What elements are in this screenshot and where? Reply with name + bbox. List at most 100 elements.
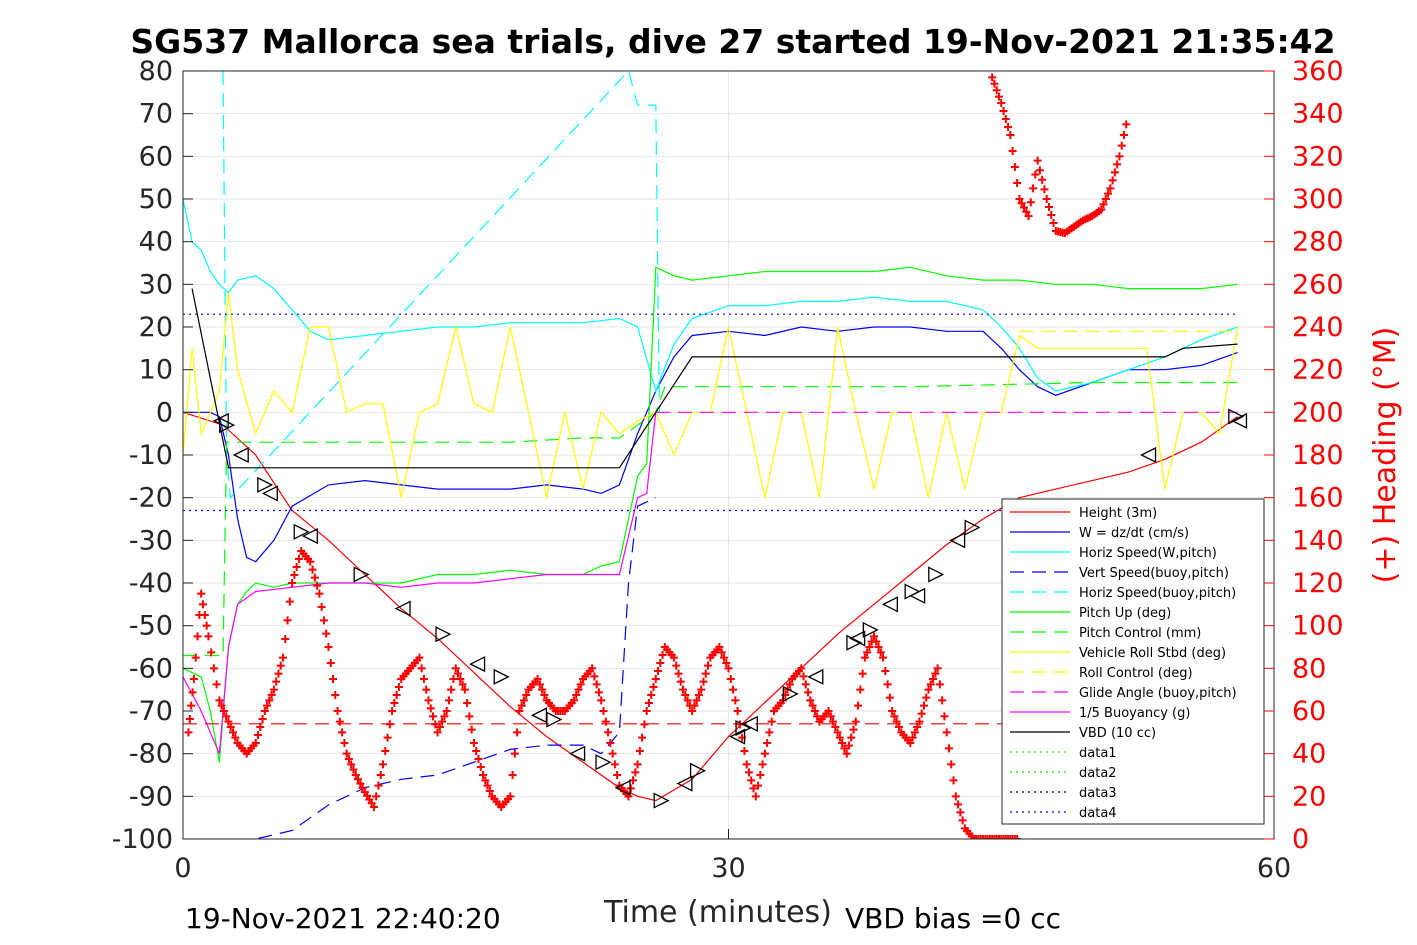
heading-marker xyxy=(947,760,956,769)
heading-marker xyxy=(267,691,276,699)
heading-marker xyxy=(717,648,726,657)
heading-marker xyxy=(997,835,1006,839)
heading-marker xyxy=(731,696,740,705)
heading-marker xyxy=(535,680,544,689)
y-tick-label: 10 xyxy=(139,355,173,386)
legend-label: data2 xyxy=(1079,766,1117,781)
legend-label: data3 xyxy=(1079,786,1117,801)
heading-marker xyxy=(347,760,356,769)
heading-marker xyxy=(1001,835,1010,839)
heading-marker xyxy=(1022,207,1031,216)
heading-marker xyxy=(279,653,288,662)
legend-label: Horiz Speed(buoy,pitch) xyxy=(1079,586,1236,601)
heading-marker xyxy=(431,720,440,729)
heading-marker xyxy=(642,707,651,715)
triangle-marker xyxy=(676,775,693,792)
heading-marker xyxy=(315,589,324,598)
heading-marker xyxy=(835,733,844,742)
triangle-marker xyxy=(595,754,612,771)
heading-marker xyxy=(606,739,615,747)
triangle-marker xyxy=(218,417,236,434)
x-axis: 0 30 60 xyxy=(174,829,1291,884)
heading-marker xyxy=(785,680,794,689)
heading-marker xyxy=(310,573,319,582)
heading-marker xyxy=(988,835,997,839)
heading-marker xyxy=(184,728,193,737)
heading-marker xyxy=(992,86,1001,95)
heading-marker xyxy=(726,675,735,683)
series-layer xyxy=(183,71,1239,839)
heading-marker xyxy=(260,707,269,715)
legend-label: Horiz Speed(W,pitch) xyxy=(1079,546,1217,561)
heading-marker xyxy=(463,699,472,707)
heading-marker xyxy=(285,597,294,606)
heading-marker xyxy=(1013,179,1022,187)
heading-marker xyxy=(215,696,224,705)
heading-marker xyxy=(472,747,481,755)
heading-marker xyxy=(388,707,397,715)
heading-marker xyxy=(376,771,385,779)
heading-marker xyxy=(460,685,469,694)
heading-marker xyxy=(869,632,878,641)
y-tick-label: -90 xyxy=(129,781,173,812)
heading-marker xyxy=(510,749,519,758)
heading-marker xyxy=(926,680,935,689)
heading-marker xyxy=(209,664,218,673)
heading-marker xyxy=(540,691,549,699)
triangle-marker xyxy=(469,656,486,673)
heading-marker xyxy=(844,741,853,750)
heading-marker xyxy=(1049,219,1058,227)
y-tick-label: -80 xyxy=(129,739,173,770)
heading-marker xyxy=(876,648,885,657)
heading-marker xyxy=(433,728,442,737)
y-tick-label: 0 xyxy=(156,397,173,428)
heading-marker xyxy=(281,635,290,643)
heading-marker xyxy=(329,675,338,683)
heading-marker xyxy=(342,749,351,758)
heading-marker xyxy=(1004,835,1013,839)
heading-marker xyxy=(229,728,238,737)
series-vbd-10-cc- xyxy=(191,288,1238,469)
heading-marker xyxy=(701,669,710,678)
y-tick-label: 20 xyxy=(139,312,173,343)
heading-marker xyxy=(569,696,578,705)
triangle-markers xyxy=(212,408,1248,809)
triangle-marker xyxy=(394,600,411,617)
triangle-marker xyxy=(846,634,863,651)
heading-marker xyxy=(858,669,867,678)
heading-marker xyxy=(469,739,478,747)
heading-marker xyxy=(1099,200,1108,209)
heading-marker xyxy=(915,717,924,726)
heading-marker xyxy=(649,683,658,691)
heading-marker xyxy=(481,776,490,785)
heading-marker xyxy=(676,677,685,686)
y-right-tick-label: 260 xyxy=(1292,269,1344,300)
heading-marker xyxy=(781,691,790,699)
heading-marker xyxy=(756,771,765,779)
heading-marker xyxy=(185,715,194,723)
heading-marker xyxy=(888,707,897,715)
heading-marker xyxy=(688,707,697,715)
y-right-tick-label: 40 xyxy=(1292,739,1326,770)
heading-marker xyxy=(442,707,451,715)
heading-marker xyxy=(449,675,458,683)
heading-marker xyxy=(1031,170,1040,179)
heading-marker xyxy=(940,712,949,721)
y-right-tick-label: 100 xyxy=(1292,611,1344,642)
heading-marker xyxy=(799,672,808,681)
triangle-marker xyxy=(782,685,799,702)
heading-marker xyxy=(212,680,221,689)
heading-marker xyxy=(429,712,438,721)
y-right-tick-label: 0 xyxy=(1292,824,1309,855)
heading-marker xyxy=(506,792,515,801)
heading-marker xyxy=(188,688,197,697)
heading-marker xyxy=(308,565,317,574)
heading-marker xyxy=(1033,156,1042,165)
heading-marker xyxy=(258,715,267,723)
heading-marker xyxy=(1017,199,1026,208)
y-tick-label: -60 xyxy=(129,653,173,684)
y-axis-right: 3603403203002802602402202001801601401201… xyxy=(1264,56,1344,855)
heading-marker xyxy=(906,739,915,747)
heading-marker xyxy=(608,749,617,758)
